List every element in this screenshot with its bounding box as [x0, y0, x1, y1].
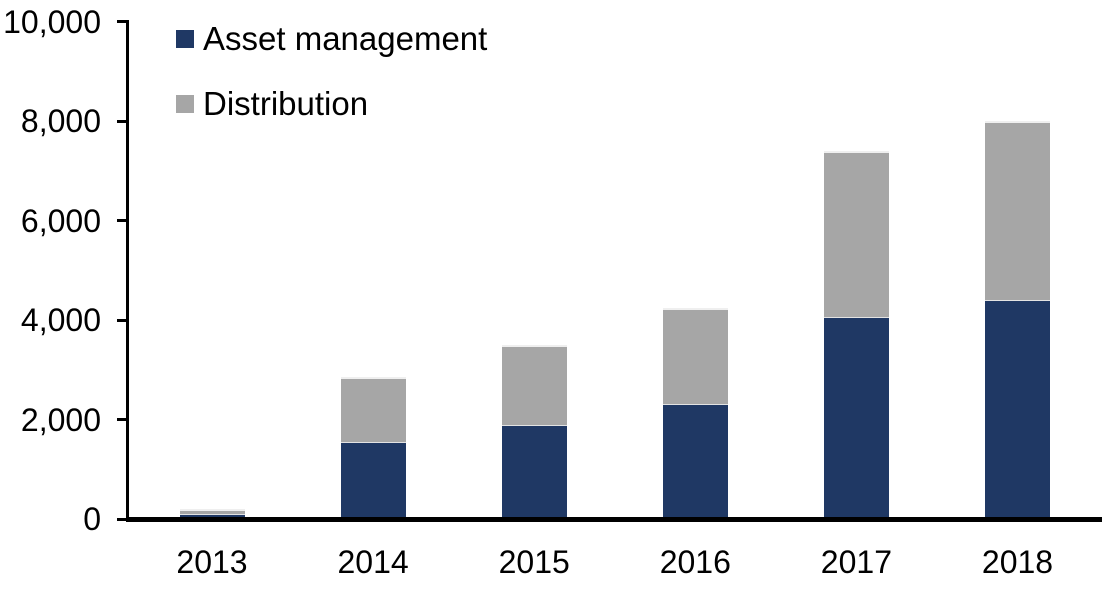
bar-segment-distribution-2018	[985, 121, 1050, 301]
bar-segment-asset-management-2014	[340, 442, 406, 519]
bar-segment-distribution-2016	[662, 307, 728, 406]
legend-swatch-distribution	[176, 95, 194, 113]
x-tick-label-2013: 2013	[176, 544, 248, 580]
x-axis-line	[126, 517, 1102, 522]
y-tick-label: 8,000	[20, 103, 101, 140]
legend-label-distribution: Distribution	[203, 85, 369, 122]
bar-segment-distribution-2013	[179, 509, 245, 515]
y-axis-tick	[117, 219, 127, 223]
y-axis-tick	[117, 318, 127, 322]
x-tick-label-2017: 2017	[820, 544, 892, 580]
bar-segment-distribution-2017	[823, 151, 889, 319]
bar-segment-asset-management-2013	[179, 514, 245, 519]
x-tick-label-2014: 2014	[337, 544, 409, 580]
y-tick-label: 4,000	[20, 302, 101, 339]
y-tick-label: 10,000	[3, 3, 101, 40]
legend-swatch-asset-management	[176, 30, 194, 48]
bar-segment-asset-management-2017	[823, 318, 889, 519]
bar-segment-distribution-2014	[340, 376, 406, 443]
y-axis-tick	[117, 517, 127, 521]
bar-segment-asset-management-2015	[501, 425, 567, 519]
bar-segment-asset-management-2016	[662, 405, 728, 519]
y-axis-tick	[117, 119, 127, 123]
y-tick-label: 0	[83, 501, 101, 537]
legend-item-asset-management: Asset management	[176, 21, 487, 57]
legend-item-distribution: Distribution	[176, 86, 487, 122]
bar-segment-asset-management-2018	[985, 300, 1050, 519]
bar-segment-distribution-2015	[501, 344, 567, 426]
x-tick-label-2018: 2018	[981, 544, 1054, 580]
x-tick-label-2015: 2015	[498, 544, 570, 580]
y-tick-label: 6,000	[20, 202, 101, 239]
y-axis-line	[126, 20, 129, 522]
y-tick-label: 2,000	[20, 401, 101, 438]
x-tick-label-2016: 2016	[659, 544, 731, 580]
legend-label-asset-management: Asset management	[203, 20, 488, 57]
y-axis-tick	[117, 418, 127, 422]
y-axis-tick	[117, 20, 127, 24]
legend: Asset management Distribution	[176, 21, 487, 151]
